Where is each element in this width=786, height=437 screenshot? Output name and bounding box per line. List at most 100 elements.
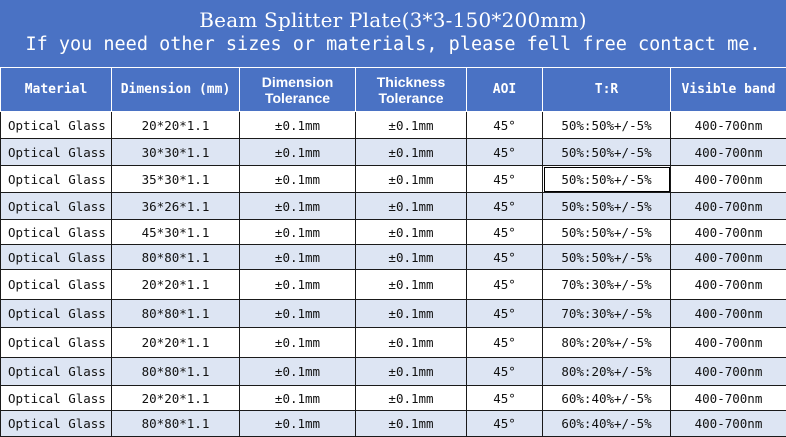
cell-dimension: 80*80*1.1 (112, 411, 240, 437)
cell-material: Optical Glass (1, 193, 112, 220)
cell-tr: 50%:50%+/-5% (543, 245, 671, 270)
cell-visible-band: 400-700nm (671, 386, 786, 411)
cell-visible-band: 400-700nm (671, 245, 786, 270)
cell-dimension-tolerance: ±0.1mm (240, 220, 356, 245)
cell-dimension: 20*20*1.1 (112, 386, 240, 411)
cell-dimension-tolerance: ±0.1mm (240, 358, 356, 386)
cell-material: Optical Glass (1, 112, 112, 139)
header-dimension-tolerance: Dimension Tolerance (240, 68, 356, 112)
cell-aoi: 45° (467, 139, 543, 166)
cell-aoi: 45° (467, 245, 543, 270)
cell-aoi: 45° (467, 411, 543, 437)
cell-dimension-tolerance: ±0.1mm (240, 270, 356, 300)
cell-dimension: 80*80*1.1 (112, 358, 240, 386)
cell-visible-band: 400-700nm (671, 166, 786, 193)
title-banner: Beam Splitter Plate(3*3-150*200mm) If yo… (0, 0, 786, 67)
cell-tr: 60%:40%+/-5% (543, 411, 671, 437)
cell-dimension-tolerance: ±0.1mm (240, 193, 356, 220)
cell-dimension: 36*26*1.1 (112, 193, 240, 220)
cell-visible-band: 400-700nm (671, 220, 786, 245)
cell-visible-band: 400-700nm (671, 270, 786, 300)
cell-tr: 80%:20%+/-5% (543, 358, 671, 386)
cell-thickness-tolerance: ±0.1mm (356, 245, 467, 270)
cell-tr: 50%:50%+/-5% (543, 166, 671, 193)
cell-thickness-tolerance: ±0.1mm (356, 112, 467, 139)
cell-dimension-tolerance: ±0.1mm (240, 245, 356, 270)
cell-dimension: 20*20*1.1 (112, 328, 240, 358)
cell-dimension-tolerance: ±0.1mm (240, 139, 356, 166)
cell-visible-band: 400-700nm (671, 112, 786, 139)
cell-dimension-tolerance: ±0.1mm (240, 300, 356, 328)
cell-dimension-tolerance: ±0.1mm (240, 328, 356, 358)
cell-tr: 50%:50%+/-5% (543, 139, 671, 166)
cell-dimension: 80*80*1.1 (112, 245, 240, 270)
cell-visible-band: 400-700nm (671, 139, 786, 166)
cell-tr: 50%:50%+/-5% (543, 112, 671, 139)
cell-material: Optical Glass (1, 386, 112, 411)
cell-visible-band: 400-700nm (671, 300, 786, 328)
cell-dimension: 45*30*1.1 (112, 220, 240, 245)
cell-thickness-tolerance: ±0.1mm (356, 300, 467, 328)
cell-aoi: 45° (467, 220, 543, 245)
cell-aoi: 45° (467, 386, 543, 411)
banner-title: Beam Splitter Plate(3*3-150*200mm) (0, 9, 786, 32)
cell-material: Optical Glass (1, 166, 112, 193)
cell-dimension: 35*30*1.1 (112, 166, 240, 193)
cell-visible-band: 400-700nm (671, 328, 786, 358)
cell-thickness-tolerance: ±0.1mm (356, 386, 467, 411)
spec-table: Material Dimension (mm) Dimension Tolera… (0, 67, 786, 437)
cell-tr: 70%:30%+/-5% (543, 270, 671, 300)
cell-dimension: 20*20*1.1 (112, 270, 240, 300)
cell-dimension-tolerance: ±0.1mm (240, 411, 356, 437)
header-tr: T:R (543, 68, 671, 112)
header-thickness-tolerance: Thickness Tolerance (356, 68, 467, 112)
cell-material: Optical Glass (1, 300, 112, 328)
cell-material: Optical Glass (1, 328, 112, 358)
cell-material: Optical Glass (1, 358, 112, 386)
cell-aoi: 45° (467, 193, 543, 220)
cell-aoi: 45° (467, 300, 543, 328)
cell-aoi: 45° (467, 166, 543, 193)
cell-dimension: 80*80*1.1 (112, 300, 240, 328)
cell-thickness-tolerance: ±0.1mm (356, 411, 467, 437)
banner-subtitle: If you need other sizes or materials, pl… (0, 32, 786, 57)
cell-material: Optical Glass (1, 245, 112, 270)
header-visible-band: Visible band (671, 68, 786, 112)
cell-thickness-tolerance: ±0.1mm (356, 220, 467, 245)
cell-tr: 50%:50%+/-5% (543, 193, 671, 220)
cell-aoi: 45° (467, 270, 543, 300)
cell-thickness-tolerance: ±0.1mm (356, 328, 467, 358)
cell-dimension-tolerance: ±0.1mm (240, 112, 356, 139)
cell-thickness-tolerance: ±0.1mm (356, 139, 467, 166)
cell-visible-band: 400-700nm (671, 193, 786, 220)
cell-thickness-tolerance: ±0.1mm (356, 166, 467, 193)
table-header-row: Material Dimension (mm) Dimension Tolera… (1, 68, 786, 112)
cell-material: Optical Glass (1, 270, 112, 300)
cell-visible-band: 400-700nm (671, 358, 786, 386)
cell-tr: 70%:30%+/-5% (543, 300, 671, 328)
cell-thickness-tolerance: ±0.1mm (356, 270, 467, 300)
cell-material: Optical Glass (1, 411, 112, 437)
cell-visible-band: 400-700nm (671, 411, 786, 437)
cell-aoi: 45° (467, 328, 543, 358)
cell-material: Optical Glass (1, 220, 112, 245)
cell-tr: 80%:20%+/-5% (543, 328, 671, 358)
cell-tr: 60%:40%+/-5% (543, 386, 671, 411)
cell-dimension-tolerance: ±0.1mm (240, 386, 356, 411)
header-dimension: Dimension (mm) (112, 68, 240, 112)
header-material: Material (1, 68, 112, 112)
cell-dimension: 30*30*1.1 (112, 139, 240, 166)
